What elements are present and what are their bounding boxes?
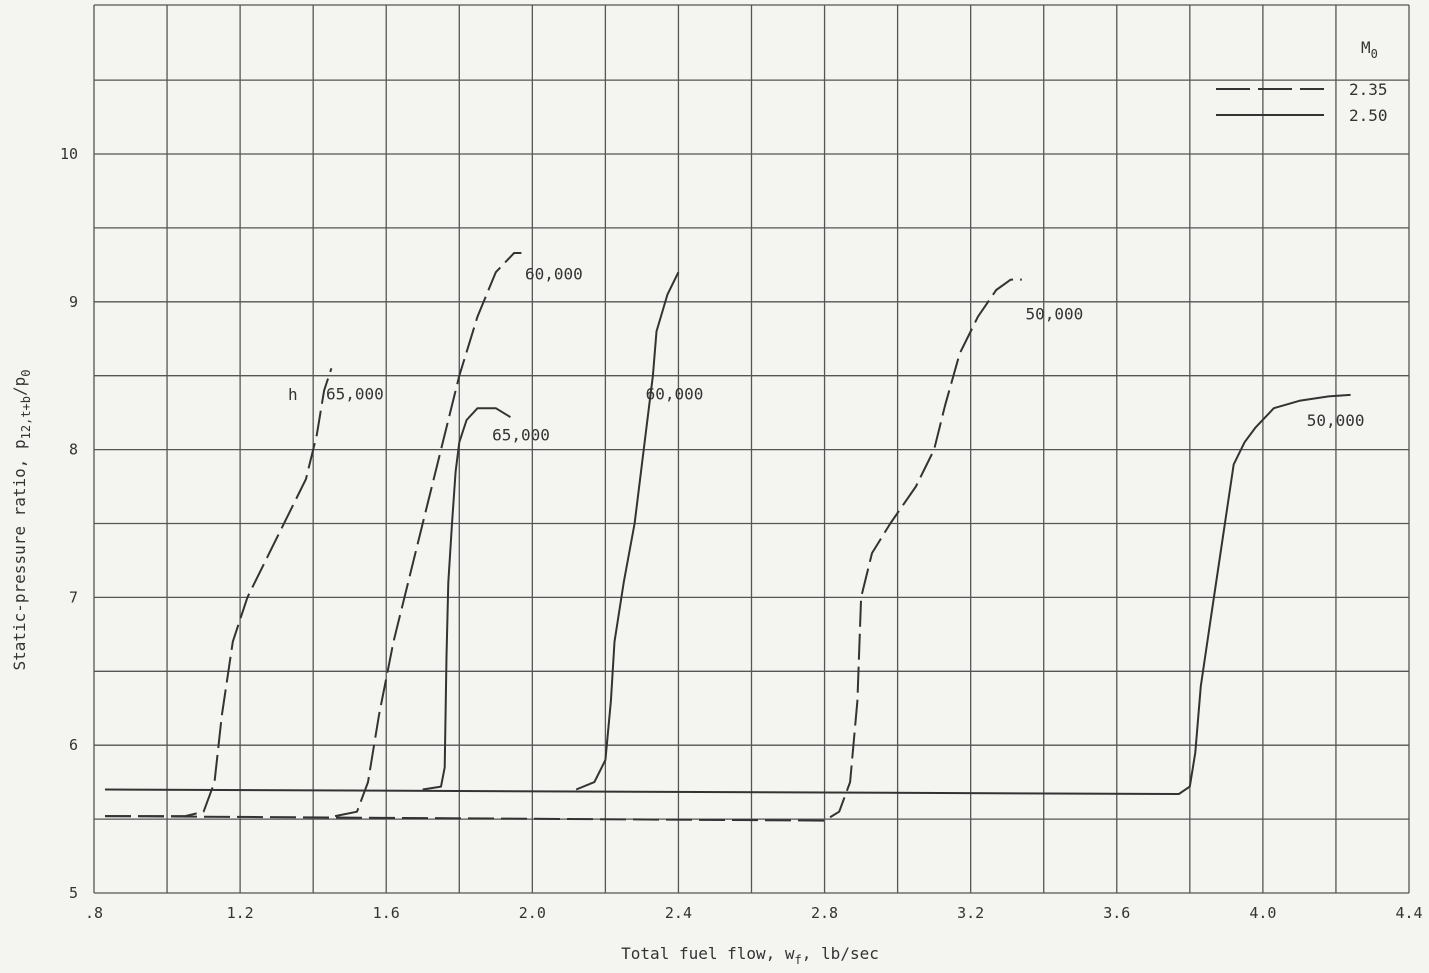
curve-labels: 65,000 60,000 50,000 65,000 60,000 50,000: [326, 265, 1365, 445]
plot-curves: [104, 252, 1351, 822]
curve-label: 65,000: [326, 384, 384, 403]
y-tick-label: 6: [69, 736, 78, 754]
x-tick-label: 2.8: [811, 904, 838, 922]
x-tick-label: .8: [85, 904, 103, 922]
y-tick-label: 7: [69, 588, 78, 606]
x-tick-label: 1.6: [373, 904, 400, 922]
curve-label: 65,000: [492, 426, 550, 445]
x-tick-label: 4.4: [1395, 904, 1422, 922]
series-line-dashed: [104, 278, 1022, 822]
legend: M0 2.35 2.50: [1216, 38, 1388, 125]
legend-label-dashed: 2.35: [1349, 80, 1388, 99]
x-tick-label: 2.0: [519, 904, 546, 922]
x-tick-label: 2.4: [665, 904, 692, 922]
curve-label: 60,000: [525, 265, 583, 284]
series-line-solid: [575, 271, 680, 791]
legend-label-solid: 2.50: [1349, 106, 1388, 125]
x-axis-label: Total fuel flow, wf, lb/sec: [621, 944, 879, 967]
axis-ticks: .8 1.2 1.6 2.0 2.4 2.8 3.2 3.6 4.0 4.4 5 6 7 8 9 10: [60, 145, 1423, 922]
curve-label: 60,000: [646, 384, 704, 403]
series-line-dashed: [105, 367, 333, 818]
series-line-solid: [104, 393, 1351, 795]
y-tick-label: 5: [69, 884, 78, 902]
curve-label: 50,000: [1307, 411, 1365, 430]
x-tick-label: 1.2: [227, 904, 254, 922]
x-tick-label: 3.2: [957, 904, 984, 922]
series-line-dashed: [334, 252, 522, 818]
y-tick-label: 9: [69, 293, 78, 311]
y-tick-label: 10: [60, 145, 78, 163]
y-tick-label: 8: [69, 441, 78, 459]
x-tick-label: 3.6: [1103, 904, 1130, 922]
plot-grid: [93, 4, 1410, 894]
x-tick-label: 4.0: [1249, 904, 1276, 922]
legend-title: M0: [1361, 38, 1378, 61]
curve-header-h: h: [288, 385, 298, 404]
curve-label: 50,000: [1025, 305, 1083, 324]
y-axis-label: Static-pressure ratio, p12,t+b/p0: [10, 369, 33, 670]
series-line-solid: [422, 407, 511, 791]
